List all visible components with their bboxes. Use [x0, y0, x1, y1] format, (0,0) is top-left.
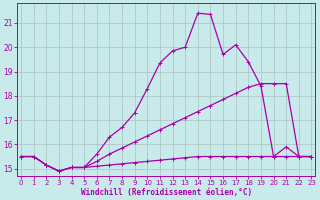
X-axis label: Windchill (Refroidissement éolien,°C): Windchill (Refroidissement éolien,°C)	[81, 188, 252, 197]
